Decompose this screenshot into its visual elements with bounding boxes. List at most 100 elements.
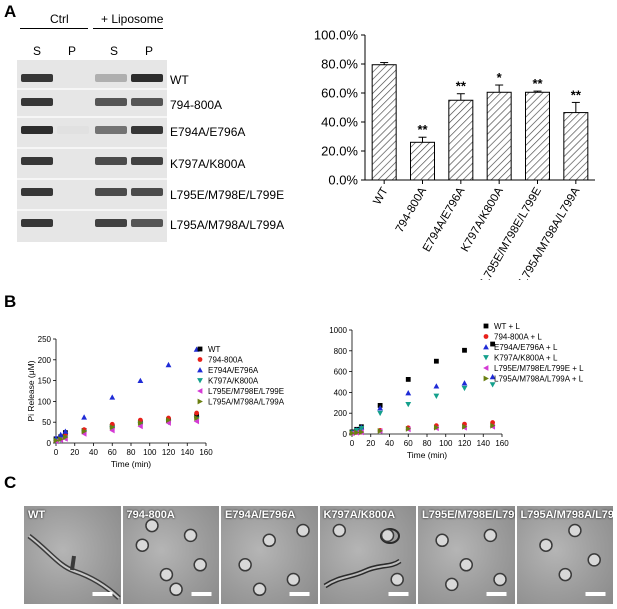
- bar-category-label: 794-800A: [394, 185, 429, 234]
- data-point: [358, 429, 365, 436]
- legend-label: K797A/K800A + L: [494, 354, 558, 363]
- gel-band: [95, 157, 127, 165]
- x-axis-label: Time (min): [407, 450, 447, 460]
- data-point: [353, 427, 360, 434]
- bar: [486, 91, 512, 181]
- data-point: [405, 425, 412, 432]
- tubule-lumen: [28, 535, 120, 599]
- x-tick-label: 160: [495, 439, 509, 448]
- x-tick-label: 0: [54, 448, 59, 457]
- bar-y-tick-label: 100.0%: [314, 28, 359, 43]
- bar-y-tick-label: 60.0%: [321, 86, 358, 101]
- bar-category-label: WT: [371, 186, 390, 207]
- x-tick-label: 20: [70, 448, 79, 457]
- pi-release-chart-left: 0 50 100 150 200 250 0 20 40 60 80 100 120 140 160 Time…: [28, 335, 285, 469]
- gel-band: [95, 74, 127, 82]
- vesicle: [567, 523, 582, 538]
- legend-label: L795E/M798E/L799E + L: [494, 364, 584, 373]
- x-tick-label: 40: [89, 448, 98, 457]
- x-axis-label: Time (min): [111, 459, 151, 469]
- data-point: [53, 437, 59, 444]
- vesicle: [296, 523, 310, 538]
- data-point: [194, 413, 200, 419]
- em-micrograph: [27, 534, 121, 600]
- y-tick-label: 600: [334, 368, 348, 377]
- gel-row-label: L795E/M798E/L799E: [170, 188, 285, 202]
- x-tick-label: 100: [439, 439, 453, 448]
- bar: [448, 99, 474, 181]
- legend-label: 794-800A + L: [494, 333, 542, 342]
- gel-band: [95, 219, 127, 227]
- em-image-label: L795E/M798E/L799E: [422, 509, 515, 521]
- legend-label: L795A/M798A/L799A + L: [494, 375, 584, 384]
- data-point: [197, 367, 203, 373]
- legend-label: L795A/M798A/L799A: [208, 398, 285, 407]
- gel-band: [131, 188, 163, 196]
- data-point: [197, 388, 203, 394]
- scale-bar: [388, 592, 408, 596]
- data-point: [137, 423, 143, 430]
- vesicle: [159, 567, 173, 582]
- em-image: 794-800A: [122, 506, 219, 604]
- data-point: [197, 357, 203, 362]
- y-tick-label: 0: [343, 430, 348, 439]
- panel-label-c: C: [4, 473, 17, 492]
- data-point: [109, 394, 116, 400]
- em-image: K797A/K800A: [319, 506, 416, 604]
- gel-ctrl-underline: [20, 28, 88, 29]
- vesicle: [168, 582, 183, 597]
- x-tick-label: 160: [199, 448, 213, 457]
- data-point: [490, 422, 496, 429]
- data-point: [489, 373, 496, 380]
- gel-row-label: E794A/E796A: [170, 125, 246, 139]
- em-image: L795A/M798A/L799A: [516, 506, 614, 604]
- gel-group-ctrl: Ctrl: [50, 12, 69, 26]
- x-tick-label: 40: [385, 439, 394, 448]
- scale-bar: [92, 592, 113, 596]
- x-tick-label: 60: [404, 439, 413, 448]
- x-tick-label: 80: [423, 439, 432, 448]
- y-tick-label: 1000: [329, 326, 347, 335]
- gel-liposome-underline: [93, 28, 163, 29]
- data-point: [81, 414, 88, 420]
- data-point: [62, 428, 69, 434]
- data-point: [433, 358, 439, 364]
- em-image-row: WT 794-800A E794A/E796A K797A/K800A L795E/M7…: [24, 506, 613, 604]
- vesicle: [435, 533, 449, 548]
- data-point: [193, 418, 200, 425]
- x-tick-label: 60: [108, 448, 117, 457]
- bar-y-tick-label: 0.0%: [328, 173, 358, 188]
- y-tick-label: 150: [38, 377, 52, 386]
- bar-significance: **: [532, 76, 543, 91]
- data-point: [405, 377, 411, 382]
- data-point: [462, 423, 468, 430]
- em-image-label: L795A/M798A/L799A: [520, 509, 614, 521]
- data-point: [483, 365, 489, 371]
- vesicle: [558, 567, 572, 582]
- y-tick-label: 800: [334, 347, 348, 356]
- gel-row-label: L795A/M798A/L799A: [170, 218, 285, 232]
- vesicle: [586, 553, 601, 567]
- data-point: [109, 424, 116, 431]
- data-point: [197, 378, 203, 384]
- gel-col-label: P: [145, 44, 154, 58]
- data-point: [81, 428, 88, 435]
- vesicle: [380, 528, 394, 543]
- x-tick-label: 120: [458, 439, 472, 448]
- vesicle: [144, 518, 159, 533]
- data-point: [81, 430, 87, 437]
- gel-band: [21, 219, 53, 227]
- bar-y-tick-label: 80.0%: [321, 57, 358, 72]
- bar-category-label: E794A/E796A: [421, 185, 468, 254]
- em-image-label: 794-800A: [126, 509, 175, 521]
- data-point: [194, 415, 200, 421]
- y-tick-label: 200: [334, 409, 348, 418]
- vesicle: [262, 533, 276, 548]
- pi-release-chart-right: 0 200 400 600 800 1000 0 20 40 60 80 100 120 140 160 Ti…: [329, 322, 584, 460]
- vesicle: [192, 558, 207, 572]
- x-tick-label: 140: [181, 448, 195, 457]
- scale-bar: [289, 592, 310, 596]
- gel-band: [131, 74, 163, 82]
- bar-y-tick-label: 40.0%: [321, 115, 358, 130]
- scale-bar: [486, 592, 507, 596]
